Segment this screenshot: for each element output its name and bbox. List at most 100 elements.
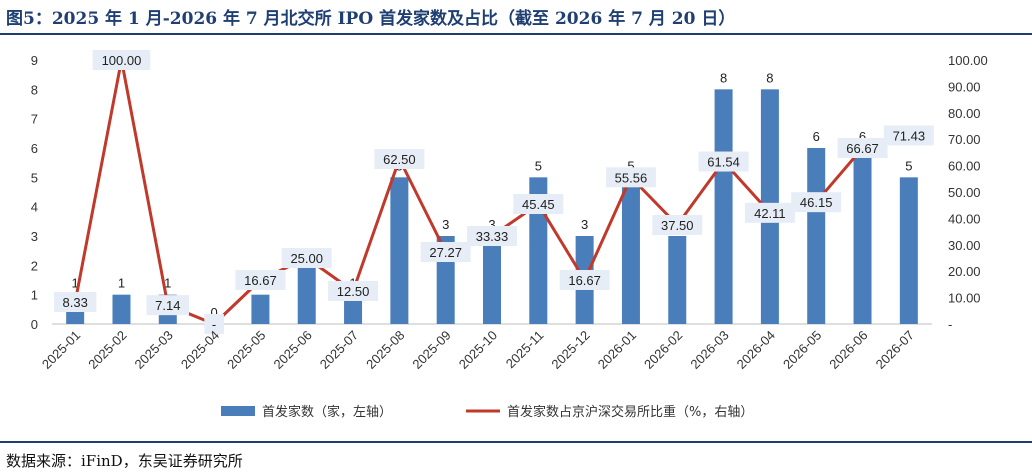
- line-data-label: 46.15: [791, 192, 842, 213]
- line-label-text: 62.50: [383, 152, 416, 167]
- line-data-label: 8.33: [53, 292, 97, 313]
- line-label-box: [652, 215, 703, 235]
- bar-label: 0: [210, 305, 217, 320]
- bar: [853, 148, 872, 324]
- line-label-box: [53, 292, 97, 313]
- line-data-label: 33.33: [467, 226, 517, 247]
- bar-label: 5: [535, 158, 542, 173]
- right-axis-tick: -: [948, 317, 952, 332]
- line-labels: 8.33 100.00 7.14 - 16.67 25.00 12.50 62.50 27.27…: [53, 50, 934, 334]
- bar: [483, 236, 501, 324]
- left-axis-tick: 9: [31, 53, 38, 68]
- x-axis-tick: 2025-10: [456, 328, 500, 372]
- line-label-text: 42.11: [754, 206, 786, 221]
- line-label-box: [281, 248, 332, 268]
- right-axis-tick: 30.00: [948, 238, 981, 253]
- line-label-text: 61.54: [707, 155, 740, 170]
- x-axis-tick: 2025-03: [132, 328, 176, 372]
- bar: [899, 177, 918, 324]
- right-axis-tick: 90.00: [948, 79, 981, 94]
- x-axis-tick: 2025-12: [548, 328, 592, 372]
- line-data-label: 55.56: [605, 167, 656, 188]
- right-axis-tick: 100.00: [948, 53, 988, 68]
- legend-label-line: 首发家数占京沪深交易所比重（%，右轴）: [507, 404, 753, 420]
- bar: [668, 236, 687, 324]
- line-label-box: [467, 226, 517, 247]
- left-axis-tick: 0: [31, 317, 38, 332]
- line-label-text: 66.67: [846, 141, 879, 156]
- bar-label: 8: [766, 70, 773, 85]
- line-label-text: 16.67: [244, 273, 277, 288]
- line-label-box: [374, 149, 425, 169]
- line-label-box: [235, 269, 286, 290]
- right-axis-tick: 50.00: [948, 185, 981, 200]
- line-data-label: -: [204, 314, 224, 334]
- bar: [390, 177, 409, 324]
- line-data-label: 100.00: [92, 50, 151, 70]
- x-axis-tick: 2026-05: [780, 328, 824, 372]
- bar-label: 3: [488, 217, 495, 232]
- x-axis-tick: 2026-07: [873, 328, 917, 372]
- x-axis-tick: 2025-01: [39, 328, 83, 372]
- line-data-label: 45.45: [513, 194, 564, 215]
- left-axis-tick: 7: [31, 112, 38, 127]
- combo-chart: 0 1 2 3 4 5 6 7 8 9 - 10.00 20.00 30.00 40.00 50.00 60.…: [31, 50, 988, 420]
- x-axis-tick: 2025-05: [224, 328, 268, 372]
- line-label-text: 25.00: [290, 251, 323, 266]
- left-axis-tick: 8: [31, 82, 38, 97]
- line-data-label: 62.50: [374, 149, 425, 169]
- right-axis-tick: 20.00: [948, 264, 981, 279]
- right-axis-tick: 70.00: [948, 132, 981, 147]
- x-axis-tick: 2025-02: [85, 328, 129, 372]
- line-label-box: [420, 242, 471, 263]
- line-label-box: [883, 125, 934, 146]
- line-label-text: 16.67: [568, 273, 601, 288]
- line-label-text: 7.14: [155, 298, 180, 313]
- line-data-label: 37.50: [652, 215, 703, 235]
- line-label-box: [791, 192, 842, 213]
- x-axis-tick: 2026-03: [687, 328, 731, 372]
- bar-label: 1: [72, 276, 79, 291]
- line-label-text: 27.27: [429, 245, 462, 260]
- bottom-rule: [0, 441, 1032, 443]
- line-data-label: 71.43: [883, 125, 934, 146]
- bar: [112, 294, 131, 324]
- line-label-text: 45.45: [522, 197, 555, 212]
- bar: [251, 294, 270, 324]
- line-label-box: [837, 137, 888, 158]
- left-axis-tick: 5: [31, 170, 38, 185]
- left-axis-tick: 2: [31, 258, 38, 273]
- line-data-label: 16.67: [235, 269, 286, 290]
- right-axis-tick: 60.00: [948, 159, 981, 174]
- left-axis-tick: 1: [31, 288, 38, 303]
- line-label-box: [204, 314, 224, 334]
- top-rule: [0, 33, 1032, 35]
- line-label-box: [92, 50, 151, 70]
- bar-label: 1: [164, 276, 171, 291]
- bar-label: 5: [905, 158, 912, 173]
- bar-label: 5: [627, 158, 634, 173]
- x-axis-tick: 2025-09: [409, 328, 453, 372]
- line-label-box: [744, 202, 795, 223]
- x-axis-ticks: 2025-01 2025-02 2025-03 2025-04 2025-05 2025-…: [39, 328, 917, 372]
- line-data-label: 42.11: [744, 202, 795, 223]
- line-label-text: 33.33: [476, 229, 509, 244]
- line-label-text: 8.33: [63, 295, 88, 310]
- x-axis-tick: 2026-01: [595, 328, 639, 372]
- line-label-text: -: [212, 317, 216, 332]
- left-axis-ticks: 0 1 2 3 4 5 6 7 8 9: [31, 53, 38, 332]
- legend-swatch-bar: [221, 406, 255, 416]
- bar-label: 3: [581, 217, 588, 232]
- bar: [714, 89, 733, 324]
- line-data-label: 61.54: [698, 151, 749, 172]
- right-axis-tick: 80.00: [948, 106, 981, 121]
- x-axis-tick: 2025-07: [317, 328, 361, 372]
- line-data-label: 12.50: [328, 281, 379, 301]
- bar-label: 1: [118, 276, 125, 291]
- x-axis-tick: 2026-02: [641, 328, 685, 372]
- line-label-text: 12.50: [337, 284, 370, 299]
- right-axis-tick: 40.00: [948, 211, 981, 226]
- line-label-box: [513, 194, 564, 215]
- right-axis-ticks: - 10.00 20.00 30.00 40.00 50.00 60.00 70.00 80.0…: [948, 53, 988, 332]
- legend: 首发家数（家，左轴） 首发家数占京沪深交易所比重（%，右轴）: [221, 404, 753, 420]
